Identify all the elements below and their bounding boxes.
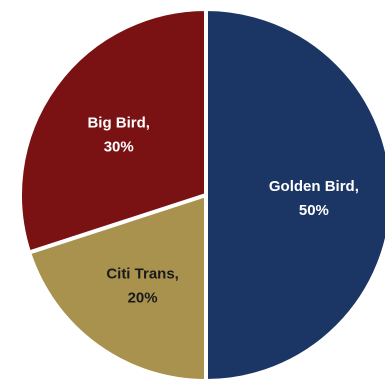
data-label-golden-bird: Golden Bird, 50%	[269, 178, 359, 219]
data-label-name: Big Bird,	[87, 115, 150, 132]
data-label-value: 20%	[128, 289, 158, 306]
pie-slice-big-bird	[18, 7, 208, 255]
data-label-value: 30%	[104, 139, 134, 156]
pie-data-labels: Golden Bird, 50% Citi Trans, 20% Big Bird, 30…	[87, 115, 358, 307]
data-label-name: Golden Bird,	[269, 178, 359, 195]
pie-slices	[18, 7, 385, 383]
data-label-value: 50%	[299, 202, 329, 219]
pie-slice-golden-bird	[204, 7, 385, 383]
pie-slice-citi-trans	[27, 193, 208, 383]
data-label-citi-trans: Citi Trans, 20%	[106, 265, 179, 306]
data-label-name: Citi Trans,	[106, 265, 179, 282]
data-label-big-bird: Big Bird, 30%	[87, 115, 150, 156]
